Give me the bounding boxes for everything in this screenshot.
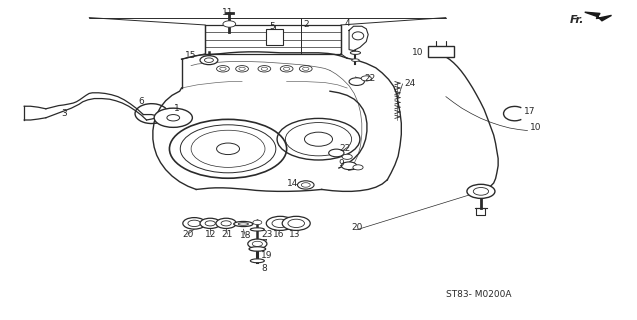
Text: 14: 14 (287, 179, 298, 188)
Text: 1: 1 (174, 104, 180, 113)
FancyBboxPatch shape (266, 29, 283, 45)
Text: 8: 8 (261, 264, 267, 273)
Circle shape (297, 181, 314, 189)
Circle shape (154, 108, 192, 127)
Text: 6: 6 (138, 97, 145, 106)
Text: 16: 16 (273, 230, 284, 239)
Text: 10: 10 (412, 48, 424, 57)
Circle shape (361, 76, 371, 81)
Text: 22: 22 (339, 144, 350, 153)
Circle shape (349, 78, 364, 85)
Ellipse shape (250, 228, 264, 231)
Circle shape (236, 66, 248, 72)
Text: 18: 18 (240, 231, 251, 240)
Polygon shape (585, 12, 612, 21)
FancyBboxPatch shape (428, 46, 454, 57)
Circle shape (342, 154, 352, 159)
Circle shape (467, 184, 495, 198)
Text: 23: 23 (261, 230, 273, 239)
Circle shape (200, 218, 220, 228)
Circle shape (216, 218, 236, 228)
Ellipse shape (250, 259, 264, 263)
Text: 24: 24 (404, 79, 416, 88)
Text: 9: 9 (338, 159, 344, 168)
Text: 4: 4 (345, 19, 350, 28)
Text: 19: 19 (261, 252, 273, 260)
Circle shape (329, 149, 344, 157)
Circle shape (266, 216, 294, 230)
Text: 2: 2 (303, 20, 309, 29)
Circle shape (253, 220, 262, 225)
Circle shape (282, 216, 310, 230)
Circle shape (280, 66, 293, 72)
Circle shape (341, 162, 357, 170)
Text: 21: 21 (222, 230, 233, 239)
Text: 10: 10 (530, 123, 541, 132)
Text: 7: 7 (261, 239, 267, 248)
Ellipse shape (350, 51, 361, 54)
Ellipse shape (352, 59, 359, 61)
Circle shape (200, 56, 218, 65)
Circle shape (223, 21, 236, 27)
Circle shape (183, 218, 206, 229)
Text: 15: 15 (185, 51, 196, 60)
Text: 13: 13 (289, 230, 300, 239)
Text: 22: 22 (364, 74, 376, 83)
Ellipse shape (234, 221, 253, 227)
Ellipse shape (249, 247, 266, 251)
Text: Fr.: Fr. (570, 15, 585, 25)
Text: 12: 12 (204, 230, 216, 239)
Circle shape (248, 239, 267, 249)
Text: ST83- M0200A: ST83- M0200A (446, 290, 512, 299)
Text: 11: 11 (222, 8, 233, 17)
Circle shape (258, 66, 271, 72)
Circle shape (353, 165, 363, 170)
Circle shape (299, 66, 312, 72)
Circle shape (217, 66, 229, 72)
Text: 17: 17 (524, 107, 535, 116)
Text: 5: 5 (269, 22, 276, 31)
Text: 20: 20 (182, 230, 194, 239)
Text: 3: 3 (61, 109, 67, 118)
Text: 20: 20 (351, 223, 362, 232)
